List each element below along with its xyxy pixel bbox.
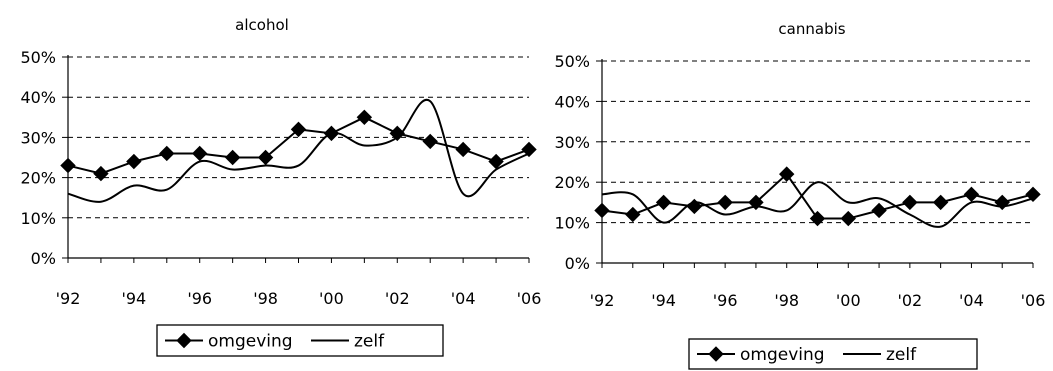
data-point-omgeving: [871, 202, 887, 219]
x-tick-label: '04: [451, 289, 476, 308]
x-tick-label: '04: [959, 291, 984, 310]
y-tick-label: 50%: [554, 52, 590, 71]
y-tick-label: 30%: [554, 133, 590, 152]
y-tick-label: 20%: [554, 173, 590, 192]
x-tick-label: '92: [590, 291, 615, 310]
data-point-omgeving: [521, 141, 537, 158]
y-tick-label: 20%: [20, 169, 56, 188]
chart-title: alcohol: [235, 16, 289, 34]
y-tick-label: 10%: [20, 209, 56, 228]
x-tick-label: '96: [713, 291, 738, 310]
data-point-omgeving: [625, 206, 641, 223]
legend-label-zelf: zelf: [354, 332, 385, 352]
series-omgeving: [594, 166, 1041, 227]
x-tick-label: '98: [253, 289, 278, 308]
x-tick-label: '00: [319, 289, 344, 308]
data-point-omgeving: [257, 149, 274, 166]
x-tick-label: '02: [897, 291, 922, 310]
y-tick-label: 30%: [20, 128, 56, 147]
series-line-zelf: [601, 181, 1034, 228]
data-point-omgeving: [192, 145, 208, 162]
data-point-omgeving: [655, 194, 672, 211]
x-tick-label: '92: [56, 289, 81, 308]
data-point-omgeving: [902, 194, 918, 211]
data-point-omgeving: [290, 121, 307, 138]
data-point-omgeving: [809, 210, 826, 227]
data-point-omgeving: [93, 165, 109, 182]
cannabis-chart: cannabis 0% 10% 20% 30% 40% 50% '92 '94 '96 '98 '00…: [554, 20, 1046, 370]
legend-box: [156, 324, 444, 357]
data-point-omgeving: [224, 149, 241, 166]
data-point-omgeving: [932, 194, 949, 211]
data-point-omgeving: [60, 157, 76, 174]
x-tick-label: '94: [121, 289, 146, 308]
x-tick-label: '06: [1021, 291, 1046, 310]
series-line-zelf: [67, 98, 530, 203]
data-point-omgeving: [963, 186, 980, 203]
x-tick-label: '06: [517, 289, 542, 308]
legend-marker-omgeving: [708, 346, 724, 362]
series-zelf: [67, 98, 530, 203]
data-point-omgeving: [779, 166, 795, 182]
legend-label-omgeving: omgeving: [740, 345, 825, 365]
legend-label-omgeving: omgeving: [208, 332, 293, 352]
series-omgeving: [60, 109, 537, 182]
alcohol-chart: alcohol 0% 10% 20% 30% 40% 50% '92 '94 '96 '98 '00 '…: [20, 16, 542, 357]
data-point-omgeving: [840, 210, 856, 227]
x-tick-label: '98: [774, 291, 799, 310]
x-tick-label: '94: [651, 291, 676, 310]
data-point-omgeving: [422, 133, 438, 150]
chart-title: cannabis: [778, 20, 845, 38]
data-point-omgeving: [356, 109, 373, 126]
legend-box: [688, 338, 978, 370]
series-zelf: [601, 181, 1034, 228]
x-tick-label: '96: [187, 289, 212, 308]
data-point-omgeving: [1025, 186, 1041, 203]
data-point-omgeving: [594, 202, 610, 219]
data-point-omgeving: [126, 153, 142, 170]
legend-label-zelf: zelf: [886, 345, 917, 365]
y-tick-label: 50%: [20, 48, 56, 67]
y-tick-label: 0%: [31, 249, 56, 268]
data-point-omgeving: [717, 194, 733, 211]
legend-marker-omgeving: [176, 332, 192, 349]
legend: omgeving zelf: [156, 324, 444, 357]
y-tick-label: 40%: [554, 92, 590, 111]
y-tick-label: 0%: [565, 254, 590, 273]
data-point-omgeving: [455, 141, 471, 158]
y-tick-label: 10%: [554, 214, 590, 233]
y-tick-label: 40%: [20, 88, 56, 107]
x-tick-label: '02: [385, 289, 410, 308]
data-point-omgeving: [159, 145, 175, 162]
x-tick-label: '00: [836, 291, 861, 310]
legend: omgeving zelf: [688, 338, 978, 370]
